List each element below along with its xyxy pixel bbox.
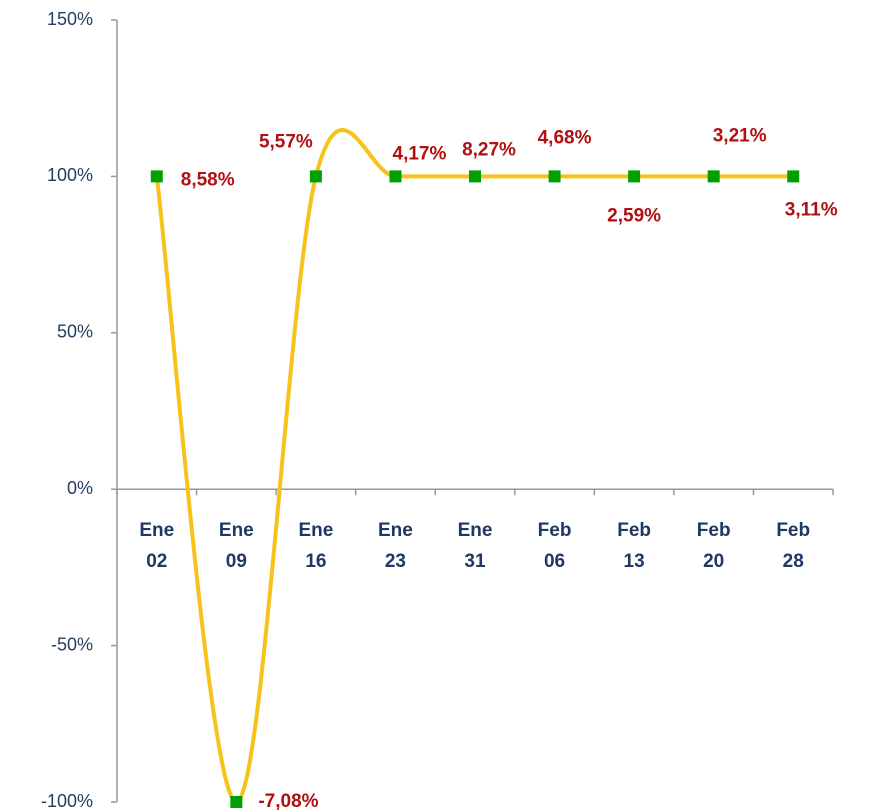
data-label: 3,11% xyxy=(785,199,838,220)
x-tick-label: Ene 09 xyxy=(219,520,254,572)
marker xyxy=(707,170,720,183)
x-tick-label: Ene 23 xyxy=(378,520,413,572)
data-label: 4,17% xyxy=(393,143,447,164)
marker xyxy=(548,170,561,183)
y-tick-label: 0% xyxy=(67,478,93,498)
marker xyxy=(787,170,800,183)
y-tick-label: 50% xyxy=(57,322,93,342)
y-tick-label: 100% xyxy=(47,165,93,185)
marker xyxy=(389,170,402,183)
y-tick-label: 150% xyxy=(47,9,93,29)
data-label: 8,27% xyxy=(462,139,516,160)
data-label: 4,68% xyxy=(538,127,592,148)
marker xyxy=(230,796,243,808)
data-label: 2,59% xyxy=(607,205,661,226)
x-tick-label: Feb 06 xyxy=(538,520,572,572)
y-tick-label: -100% xyxy=(41,791,93,811)
x-tick-label: Ene 31 xyxy=(458,520,493,572)
marker xyxy=(628,170,641,183)
x-tick-label: Ene 02 xyxy=(139,520,174,572)
data-label: -7,08% xyxy=(258,791,318,812)
data-label: 5,57% xyxy=(259,131,313,152)
x-tick-label: Feb 13 xyxy=(617,520,651,572)
x-tick-label: Ene 16 xyxy=(298,520,333,572)
line xyxy=(154,128,794,805)
marker xyxy=(309,170,322,183)
data-label: 3,21% xyxy=(713,125,767,146)
x-tick-label: Feb 20 xyxy=(697,520,731,572)
marker xyxy=(150,170,163,183)
y-tick-label: -50% xyxy=(51,634,93,654)
marker xyxy=(469,170,481,183)
x-tick-label: Feb 28 xyxy=(776,520,810,572)
data-label: 8,58% xyxy=(181,169,235,190)
